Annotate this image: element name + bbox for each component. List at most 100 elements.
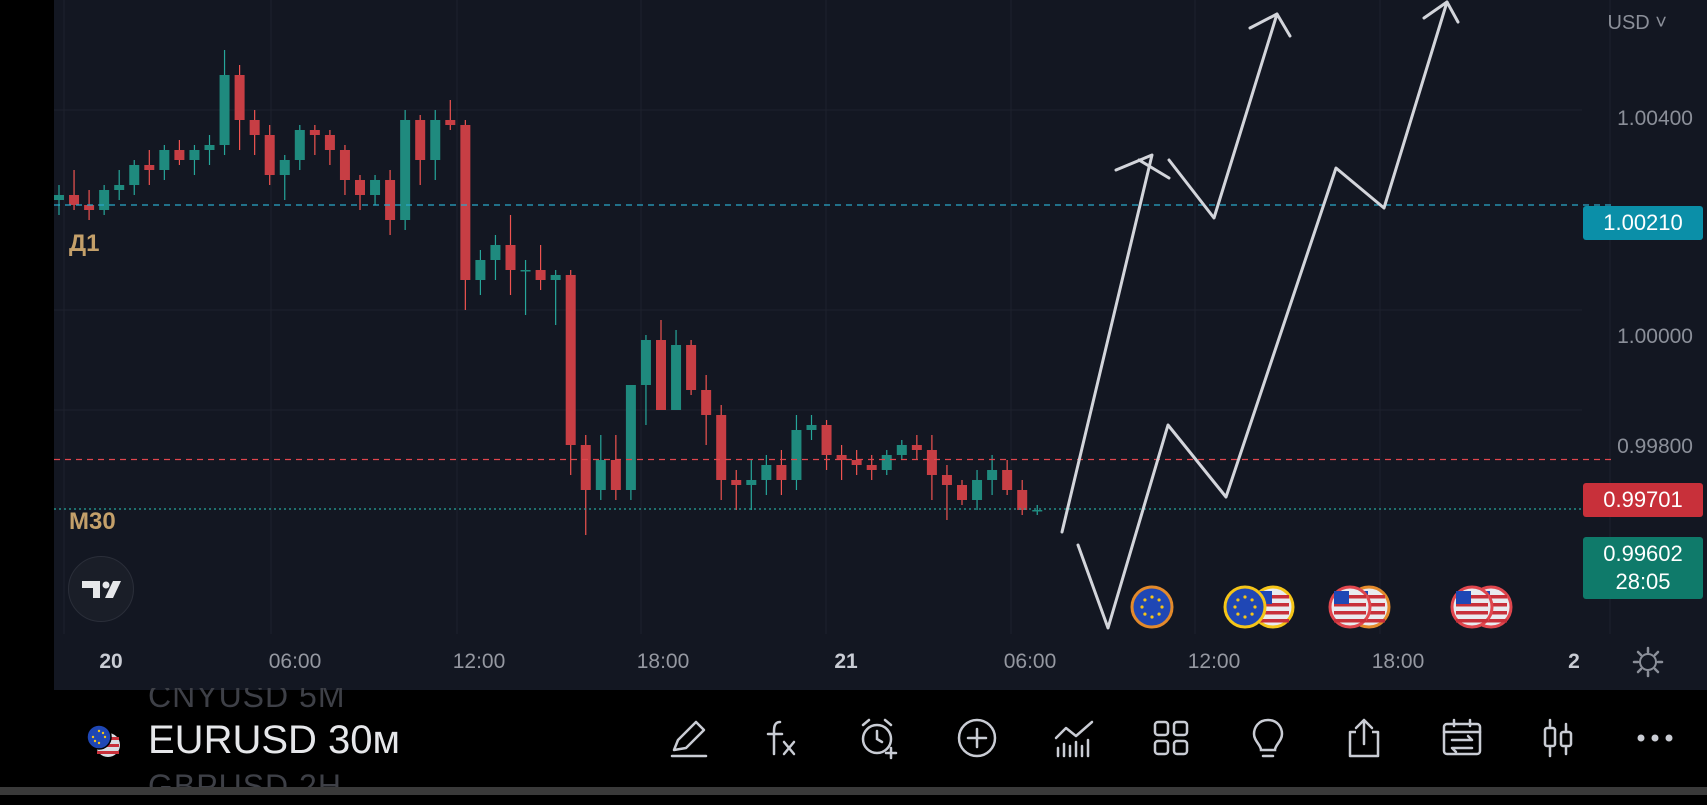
alarm-add-icon[interactable] bbox=[857, 716, 901, 760]
calendar-swap-icon[interactable] bbox=[1440, 716, 1484, 760]
event-marker-eu-star bbox=[1157, 612, 1161, 616]
forecast-arrow-1a-head bbox=[1137, 158, 1171, 180]
last-price-tag: 0.99602 28:05 bbox=[1583, 537, 1703, 599]
candle-body bbox=[535, 270, 546, 280]
bottom-edge bbox=[0, 787, 1707, 795]
candle-body bbox=[144, 165, 155, 170]
event-marker-eu-star bbox=[1236, 612, 1240, 616]
event-marker-eu bbox=[1223, 585, 1267, 629]
candle-body bbox=[355, 180, 365, 195]
pen-icon[interactable] bbox=[666, 716, 710, 760]
tradingview-logo-icon bbox=[82, 581, 121, 598]
chart-area[interactable] bbox=[54, 0, 1707, 690]
plus-circle-icon[interactable] bbox=[955, 716, 999, 760]
candle-body bbox=[505, 245, 516, 270]
forecast-arrow-2-head bbox=[1445, 0, 1460, 24]
eurusd-flag-icon bbox=[86, 724, 120, 757]
grid-icon[interactable] bbox=[1149, 716, 1193, 760]
event-marker-us-stripe bbox=[1456, 595, 1488, 599]
event-marker-eu-star bbox=[1253, 605, 1257, 609]
y-tick-label: 1.00400 bbox=[1617, 107, 1693, 130]
time-tick-label: 06:00 bbox=[1003, 650, 1057, 673]
y-tick-label: 0.99800 bbox=[1617, 435, 1693, 458]
chart-canvas[interactable] bbox=[54, 0, 1707, 634]
level-label-d1: Д1 bbox=[69, 230, 100, 257]
bulb-icon[interactable] bbox=[1246, 716, 1290, 760]
candle-body bbox=[189, 150, 200, 160]
candle-body bbox=[972, 480, 983, 500]
candle-body bbox=[520, 270, 531, 272]
time-tick-label: 12:00 bbox=[1187, 650, 1241, 673]
event-marker-us-stripe bbox=[1334, 619, 1366, 623]
event-marker-eu-star bbox=[1143, 612, 1147, 616]
event-marker-us-canton bbox=[1456, 591, 1471, 604]
candle-body bbox=[264, 135, 275, 175]
bar-countdown: 28:05 bbox=[1615, 569, 1671, 594]
symbol-prev[interactable]: CNYUSD 5M bbox=[148, 678, 346, 714]
candle-body bbox=[941, 475, 952, 485]
candle-body bbox=[54, 195, 64, 200]
event-marker-us-stripe bbox=[1456, 603, 1488, 607]
more-icon[interactable] bbox=[1633, 716, 1677, 760]
time-tick-label: 12:00 bbox=[452, 650, 506, 673]
candle-body bbox=[1017, 490, 1028, 510]
candle-body bbox=[731, 480, 742, 485]
time-tick-label: 21 bbox=[834, 650, 858, 673]
candle-body bbox=[836, 455, 847, 460]
tradingview-logo[interactable] bbox=[68, 556, 134, 622]
candle-body bbox=[430, 120, 441, 160]
candle-body bbox=[926, 450, 937, 475]
candle-body bbox=[324, 135, 335, 150]
event-marker-us-stripe bbox=[1257, 595, 1289, 599]
candle-body bbox=[385, 180, 396, 220]
time-tick-label: 06:00 bbox=[268, 650, 322, 673]
time-axis[interactable]: 20 06:00 12:00 18:00 21 06:00 12:00 18:0… bbox=[54, 634, 1707, 690]
symbol-selector[interactable]: EURUSD 30м bbox=[148, 718, 401, 762]
bottom-toolbar bbox=[0, 690, 1707, 795]
last-price-value: 0.99602 bbox=[1603, 541, 1683, 566]
level-price-tag-d1: 1.00210 bbox=[1583, 206, 1703, 240]
indicator-chart-icon[interactable] bbox=[1052, 716, 1096, 760]
event-marker-us-stripe bbox=[1456, 619, 1488, 623]
candle-body bbox=[640, 340, 651, 385]
level-label-m30: M30 bbox=[69, 508, 116, 535]
candle-body bbox=[656, 340, 666, 410]
forecast-arrow-1b bbox=[1167, 12, 1279, 220]
candle-body bbox=[309, 130, 320, 135]
candle-body bbox=[550, 275, 561, 280]
event-marker-eu-star bbox=[1140, 605, 1144, 609]
candle-body bbox=[821, 425, 832, 455]
candle-body bbox=[851, 460, 862, 465]
candle-body bbox=[370, 180, 381, 195]
event-marker-us-stripe bbox=[1257, 611, 1289, 615]
event-marker-eu-star bbox=[1160, 605, 1164, 609]
candle-body bbox=[686, 345, 697, 390]
candle-body bbox=[294, 130, 305, 160]
candle-body bbox=[806, 425, 817, 430]
candle-body bbox=[671, 345, 682, 410]
candle-type-icon[interactable] bbox=[1536, 716, 1580, 760]
event-marker-us-stripe bbox=[1334, 595, 1366, 599]
candle-body bbox=[445, 120, 456, 125]
event-marker-us-canton bbox=[1334, 591, 1349, 604]
forecast-arrow-1b-head bbox=[1275, 12, 1292, 38]
fx-icon[interactable] bbox=[760, 716, 804, 760]
candle-body bbox=[866, 465, 877, 470]
chart-settings-icon[interactable] bbox=[1632, 646, 1664, 678]
level-price-tag-m30: 0.99701 bbox=[1583, 483, 1703, 517]
candle-body bbox=[761, 465, 772, 480]
candle-body bbox=[625, 385, 636, 490]
currency-selector[interactable]: USD ˅ bbox=[1607, 12, 1667, 34]
time-tick-label: 18:00 bbox=[636, 650, 690, 673]
candle-body bbox=[460, 125, 471, 280]
candle-body bbox=[776, 465, 787, 480]
candle-body bbox=[415, 120, 426, 160]
candle-body bbox=[234, 75, 245, 120]
candle-body bbox=[580, 445, 591, 490]
event-marker-eu-star bbox=[1250, 598, 1254, 602]
candle-body bbox=[279, 160, 290, 175]
event-marker-us-stripe bbox=[1334, 603, 1366, 607]
candle-body bbox=[249, 120, 260, 135]
candle-body bbox=[99, 190, 110, 210]
share-icon[interactable] bbox=[1342, 716, 1386, 760]
